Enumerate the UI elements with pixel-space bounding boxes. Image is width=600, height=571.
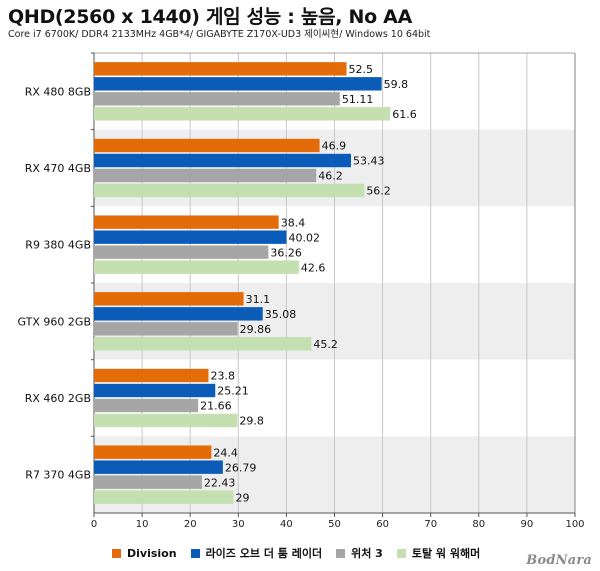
category-label: GTX 960 2GB bbox=[18, 315, 91, 328]
bar bbox=[94, 292, 244, 306]
bar-value-label: 24.4 bbox=[213, 446, 238, 459]
x-tick-label: 70 bbox=[424, 519, 437, 530]
bar-value-label: 25.21 bbox=[217, 385, 249, 398]
bar-value-label: 23.8 bbox=[210, 370, 235, 383]
bar bbox=[94, 445, 212, 459]
bar bbox=[94, 168, 317, 183]
bar-chart: 0 10 20 30 40 50 60 70 80 90 100 RX 480 8GB RX 470 4… bbox=[18, 52, 585, 530]
bar bbox=[94, 260, 299, 274]
legend-label-witcher: 위처 3 bbox=[351, 547, 383, 560]
bar-value-label: 46.2 bbox=[318, 170, 343, 183]
category-label: R7 370 4GB bbox=[25, 469, 91, 482]
bar bbox=[94, 230, 287, 244]
bar-value-label: 29.86 bbox=[240, 323, 271, 336]
x-tick-label: 50 bbox=[328, 519, 341, 530]
bar bbox=[94, 92, 340, 106]
category-label: R9 380 4GB bbox=[25, 239, 91, 252]
legend-label-total-war: 토탈 워 워해머 bbox=[411, 547, 481, 560]
bar-value-label: 52.5 bbox=[349, 63, 374, 76]
bar-value-label: 22.43 bbox=[204, 476, 236, 489]
bar-value-label: 31.1 bbox=[246, 293, 271, 306]
bar bbox=[94, 460, 223, 474]
bar bbox=[94, 183, 365, 198]
x-tick-label: 100 bbox=[565, 519, 584, 530]
legend-item-division: Division bbox=[112, 547, 177, 560]
brand-logo: BodNara bbox=[526, 553, 592, 568]
bar-value-label: 42.6 bbox=[301, 261, 326, 274]
x-tick-label: 10 bbox=[136, 519, 149, 530]
bar bbox=[94, 77, 382, 91]
bar-value-label: 40.02 bbox=[288, 231, 320, 244]
bar bbox=[94, 475, 202, 489]
x-tick-label: 30 bbox=[232, 519, 245, 530]
bar-value-label: 35.08 bbox=[265, 308, 297, 321]
bar-value-label: 46.9 bbox=[322, 140, 347, 153]
legend-label-tomb-raider: 라이즈 오브 더 툼 레이더 bbox=[205, 547, 323, 560]
bar bbox=[94, 398, 199, 413]
x-tick-label: 90 bbox=[521, 519, 534, 530]
bar-value-label: 53.43 bbox=[353, 155, 385, 168]
bar-value-label: 45.2 bbox=[313, 338, 338, 351]
bar bbox=[94, 322, 238, 336]
bar bbox=[94, 245, 269, 259]
chart-subtitle: Core i7 6700K/ DDR4 2133MHz 4GB*4/ GIGAB… bbox=[8, 29, 431, 40]
bar-value-label: 26.79 bbox=[225, 461, 257, 474]
bar-value-label: 36.26 bbox=[270, 246, 302, 259]
legend-item-witcher: 위처 3 bbox=[336, 545, 383, 561]
legend-item-tomb-raider: 라이즈 오브 더 툼 레이더 bbox=[190, 545, 323, 561]
bar-value-label: 29 bbox=[235, 491, 249, 504]
bar bbox=[94, 383, 216, 398]
legend-swatch-total-war bbox=[396, 548, 406, 558]
bar bbox=[94, 138, 320, 153]
bar-value-label: 29.8 bbox=[239, 415, 264, 428]
bar bbox=[94, 337, 312, 351]
bar bbox=[94, 413, 238, 428]
bar-value-label: 51.11 bbox=[342, 93, 374, 106]
bar-value-label: 38.4 bbox=[281, 216, 306, 229]
bar bbox=[94, 215, 279, 229]
legend-swatch-division bbox=[112, 548, 121, 558]
category-label: RX 460 2GB bbox=[25, 392, 91, 405]
legend: Division 라이즈 오브 더 툼 레이더 위처 3 토탈 워 워해머 bbox=[112, 545, 480, 561]
bar bbox=[94, 490, 234, 504]
legend-swatch-tomb-raider bbox=[190, 548, 200, 558]
bar-value-label: 21.66 bbox=[200, 400, 232, 413]
x-tick-label: 80 bbox=[472, 519, 485, 530]
bar-value-label: 59.8 bbox=[384, 78, 409, 91]
bar bbox=[94, 107, 391, 121]
category-label: RX 480 8GB bbox=[25, 85, 91, 98]
x-tick-label: 20 bbox=[184, 519, 197, 530]
bar bbox=[94, 307, 263, 321]
bar-value-label: 56.2 bbox=[366, 185, 391, 198]
bar bbox=[94, 62, 347, 76]
legend-item-total-war: 토탈 워 워해머 bbox=[396, 545, 481, 561]
bar bbox=[94, 153, 351, 168]
category-label: RX 470 4GB bbox=[25, 162, 91, 175]
x-tick-label: 40 bbox=[280, 519, 293, 530]
legend-swatch-witcher bbox=[336, 548, 346, 558]
x-tick-label: 60 bbox=[376, 519, 389, 530]
chart-title: QHD(2560 x 1440) 게임 성능 : 높음, No AA bbox=[8, 6, 412, 28]
bar bbox=[94, 368, 209, 383]
x-tick-label: 0 bbox=[91, 519, 97, 530]
legend-label-division: Division bbox=[127, 546, 177, 560]
bar-value-label: 61.6 bbox=[392, 108, 417, 121]
